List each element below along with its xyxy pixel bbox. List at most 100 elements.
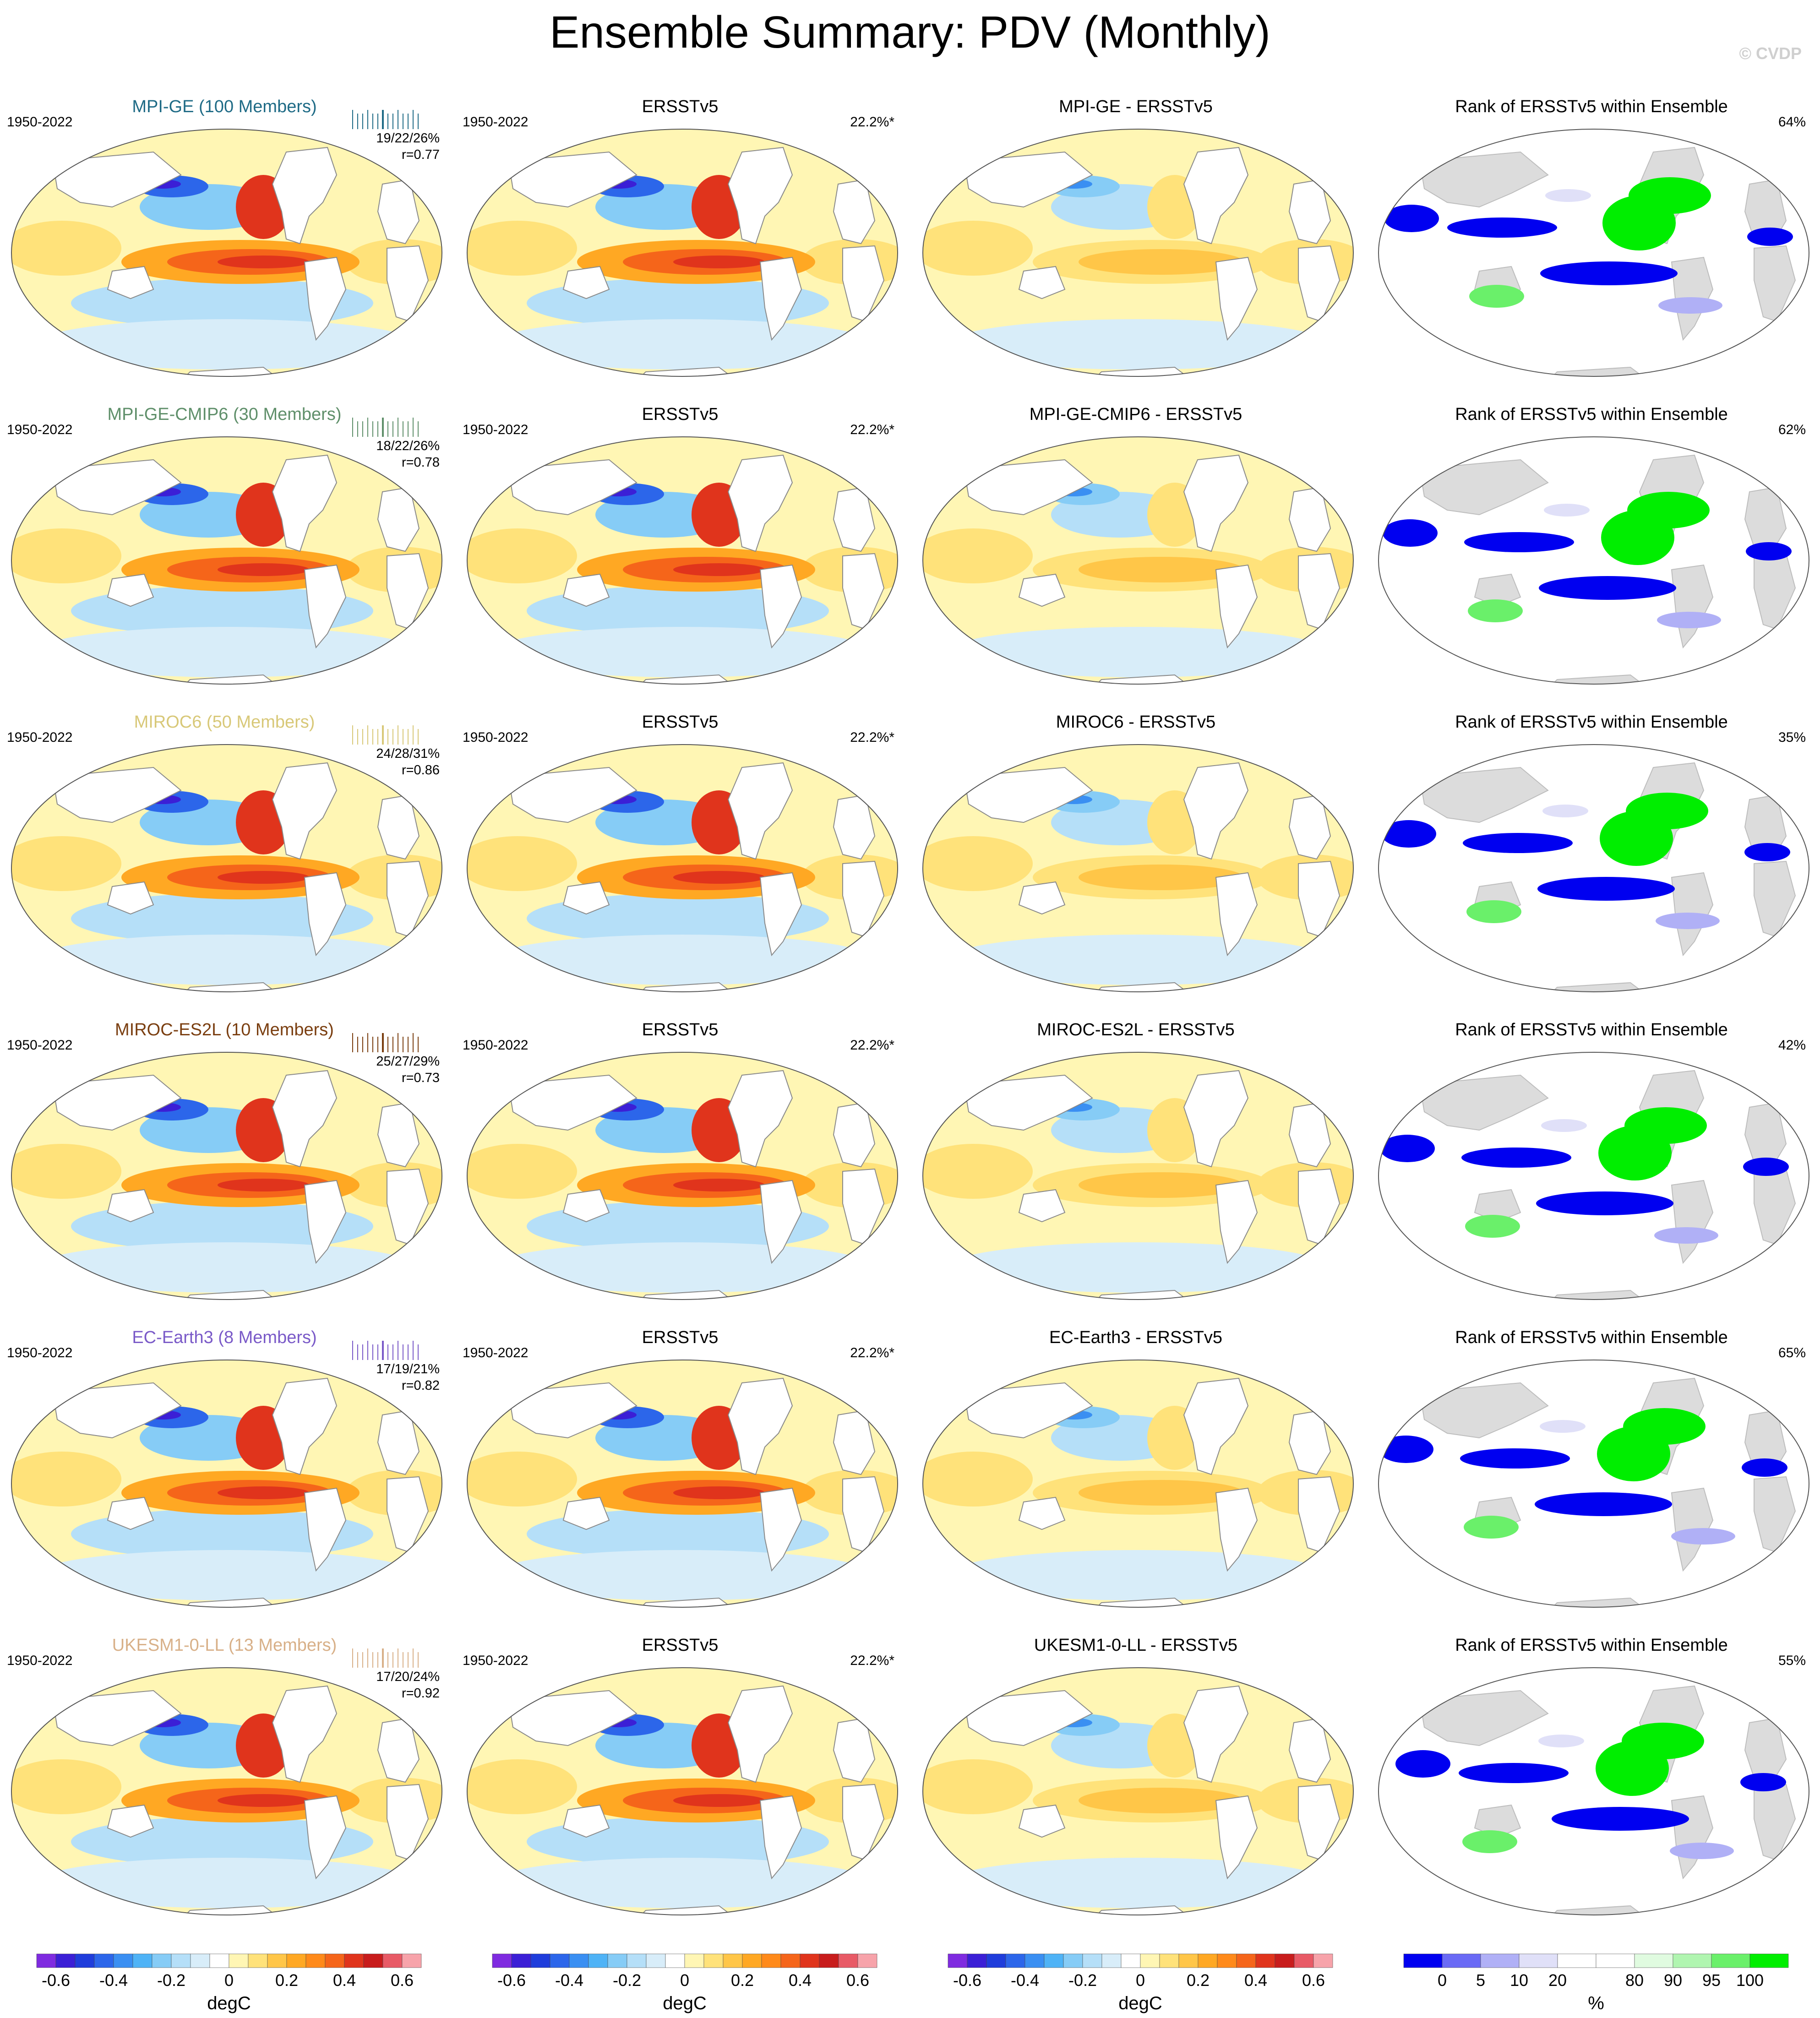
pct-range: 19/22/26% xyxy=(376,131,440,146)
land-mass xyxy=(1215,1795,1258,1880)
colorbar-swatch xyxy=(1596,1953,1635,1968)
colorbar-swatch xyxy=(665,1953,685,1968)
land-mass xyxy=(963,767,1093,823)
diff-panel: EC-Earth3 - ERSSTv5 xyxy=(911,1328,1360,1630)
sst-anomaly xyxy=(923,528,1033,583)
land-mass xyxy=(272,1377,338,1475)
rank-map xyxy=(1378,1052,1809,1300)
rank-region xyxy=(1552,1807,1689,1831)
rank-region xyxy=(1538,1735,1584,1747)
colorbar-swatch xyxy=(325,1953,345,1968)
rank-title: Rank of ERSSTv5 within Ensemble xyxy=(1455,97,1728,116)
sst-anomaly xyxy=(923,836,1033,891)
rank-title: Rank of ERSSTv5 within Ensemble xyxy=(1455,713,1728,732)
colorbar-swatch xyxy=(530,1953,550,1968)
rank-map xyxy=(1378,436,1809,685)
map-border xyxy=(1378,436,1809,685)
colorbar-tick: -0.6 xyxy=(497,1971,526,1990)
rank-region xyxy=(1597,1426,1670,1481)
land-mass xyxy=(562,266,610,299)
pct-range: 25/27/29% xyxy=(376,1054,440,1069)
map-border xyxy=(467,1667,898,1915)
land-mass xyxy=(635,366,739,376)
pattern-corr: r=0.78 xyxy=(401,455,440,470)
land-mass xyxy=(107,1496,154,1530)
map-border xyxy=(1378,744,1809,992)
land-mass xyxy=(1419,151,1549,208)
land-mass xyxy=(1547,982,1650,992)
sst-anomaly xyxy=(34,627,419,677)
land-mass xyxy=(107,881,154,915)
colorbar-swatch xyxy=(1063,1953,1083,1968)
colorbar-tick: 0 xyxy=(224,1971,234,1990)
map-border xyxy=(11,1360,442,1608)
land-mass xyxy=(52,459,182,516)
rank-region xyxy=(1461,1148,1571,1168)
sst-anomaly xyxy=(1079,1788,1243,1813)
land-mass xyxy=(1547,1597,1650,1607)
member-rug xyxy=(352,1341,419,1360)
diff-panel: MPI-GE - ERSSTv5 xyxy=(911,97,1360,399)
pct-stats: 17/20/24% r=0.92 xyxy=(376,1669,440,1702)
sst-anomaly xyxy=(490,1242,875,1293)
land-mass xyxy=(1091,1289,1194,1300)
rank-region xyxy=(1469,285,1524,308)
sst-anomaly xyxy=(218,563,309,576)
map-border xyxy=(467,744,898,992)
land-mass xyxy=(180,982,283,992)
sst-anomaly xyxy=(490,627,875,677)
colorbar-swatch xyxy=(550,1953,570,1968)
land-mass xyxy=(562,573,610,607)
map-border xyxy=(11,744,442,992)
colorbar-swatch xyxy=(36,1953,56,1968)
colorbar-model: -0.6 -0.4 -0.2 0 0.2 0.4 0.6 degC xyxy=(27,1953,430,2013)
colorbar-swatch xyxy=(171,1953,191,1968)
pct-stats: 18/22/26% r=0.78 xyxy=(376,438,440,471)
member-rug xyxy=(352,418,419,437)
sst-anomaly xyxy=(467,1452,577,1507)
land-mass xyxy=(304,1180,347,1264)
sst-anomaly xyxy=(1079,1480,1243,1506)
colorbar-tick: 0.2 xyxy=(1187,1971,1210,1990)
colorbar-swatch xyxy=(1255,1953,1275,1968)
period-label: 1950-2022 xyxy=(7,1345,73,1360)
land-mass xyxy=(727,147,793,245)
obs-panel: ERSSTv5 1950-2022 22.2%* xyxy=(456,405,905,707)
model-title: MPI-GE (100 Members) xyxy=(132,97,317,116)
sst-anomaly xyxy=(923,1759,1033,1814)
rank-map xyxy=(1378,129,1809,377)
sst-anomaly xyxy=(946,319,1330,370)
land-mass xyxy=(1547,674,1650,684)
sst-anomaly xyxy=(490,319,875,370)
rank-region xyxy=(1540,1420,1586,1433)
rank-region xyxy=(1462,1830,1517,1853)
rank-title: Rank of ERSSTv5 within Ensemble xyxy=(1455,1328,1728,1347)
rank-region xyxy=(1545,189,1591,202)
land-mass xyxy=(304,1487,347,1572)
colorbar-swatch xyxy=(819,1953,839,1968)
colorbar-tick: 20 xyxy=(1548,1971,1567,1990)
obs-panel: ERSSTv5 1950-2022 22.2%* xyxy=(456,1636,905,1938)
rank-title: Rank of ERSSTv5 within Ensemble xyxy=(1455,1636,1728,1655)
model-title: MIROC-ES2L (10 Members) xyxy=(115,1020,334,1039)
model-title: EC-Earth3 (8 Members) xyxy=(132,1328,317,1347)
colorbar-swatch xyxy=(1024,1953,1045,1968)
colorbar-model-svg: -0.6 -0.4 -0.2 0 0.2 0.4 0.6 xyxy=(36,1953,422,1990)
colorbar-swatch xyxy=(723,1953,743,1968)
colorbar-swatch xyxy=(75,1953,95,1968)
model-title: UKESM1-0-LL (13 Members) xyxy=(112,1636,337,1655)
land-mass xyxy=(52,1690,182,1746)
colorbar-swatch xyxy=(1442,1953,1481,1968)
rank-region xyxy=(1459,1763,1569,1783)
obs-title: ERSSTv5 xyxy=(642,713,719,732)
colorbar-tick: 80 xyxy=(1625,1971,1644,1990)
colorbar-tick: -0.6 xyxy=(953,1971,981,1990)
map-border xyxy=(467,129,898,377)
rank-region xyxy=(1395,1750,1450,1778)
colorbar-swatch xyxy=(382,1953,403,1968)
colorbar-swatch xyxy=(492,1953,512,1968)
pattern-corr: r=0.73 xyxy=(401,1071,440,1085)
colorbar-swatch xyxy=(1749,1953,1789,1968)
rank-region xyxy=(1460,1448,1570,1469)
colorbar-tick: 0.4 xyxy=(333,1971,356,1990)
